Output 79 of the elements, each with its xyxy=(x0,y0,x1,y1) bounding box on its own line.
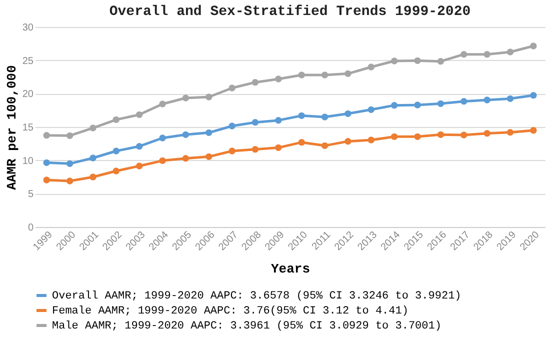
point xyxy=(90,124,96,132)
point xyxy=(298,112,305,120)
point xyxy=(136,142,143,150)
point xyxy=(390,58,398,64)
point xyxy=(460,50,468,58)
point xyxy=(228,84,236,92)
point xyxy=(43,176,50,184)
point xyxy=(275,76,282,82)
point xyxy=(182,154,190,162)
point xyxy=(159,134,166,142)
point xyxy=(275,116,282,124)
point xyxy=(298,138,305,146)
point xyxy=(368,106,374,114)
point xyxy=(182,94,190,102)
point xyxy=(228,148,236,154)
y-tick-label: 10 xyxy=(22,156,34,167)
point xyxy=(159,157,166,164)
point xyxy=(252,118,259,126)
point xyxy=(484,96,490,104)
y-tick-label: 5 xyxy=(28,189,34,200)
point xyxy=(390,133,398,140)
point xyxy=(344,138,352,145)
point xyxy=(414,57,421,64)
chart-title: Overall and Sex-Stratified Trends 1999-2020 xyxy=(109,4,471,20)
point xyxy=(484,130,490,137)
point xyxy=(344,70,352,78)
point xyxy=(437,131,444,138)
legend-label: Male AAMR; 1999-2020 AAPC: 3.3961 (95% CI 3.0929 to 3.7001) xyxy=(52,320,442,332)
y-tick-label: 15 xyxy=(22,122,34,134)
point xyxy=(530,126,537,134)
point xyxy=(530,42,537,50)
point xyxy=(414,133,421,140)
point xyxy=(321,114,328,120)
legend-label: Female AAMR; 1999-2020 AAPC: 3.76(95% CI 3.12 to 4.41) xyxy=(52,306,408,318)
point xyxy=(275,144,282,152)
point xyxy=(484,50,490,58)
point xyxy=(368,64,374,70)
point xyxy=(460,98,468,105)
point xyxy=(112,148,120,154)
point xyxy=(136,111,143,118)
point xyxy=(206,153,212,160)
point xyxy=(66,160,74,168)
y-axis-title: AAMR per 100,000 xyxy=(4,64,20,190)
point xyxy=(159,100,166,108)
point xyxy=(43,159,50,166)
point xyxy=(90,154,96,162)
point xyxy=(506,128,514,136)
point xyxy=(66,132,74,140)
legend-label: Overall AAMR; 1999-2020 AAPC: 3.6578 (95% CI 3.3246 to 3.9921) xyxy=(52,290,462,302)
point xyxy=(136,162,143,170)
y-tick-label: 30 xyxy=(22,22,34,34)
point xyxy=(43,132,50,139)
point xyxy=(298,72,305,78)
point xyxy=(506,95,514,102)
point xyxy=(206,94,212,100)
y-tick-label: 25 xyxy=(22,56,34,67)
point xyxy=(112,116,120,124)
x-axis-title: Years xyxy=(270,261,310,276)
point xyxy=(390,102,398,109)
point xyxy=(321,142,328,150)
point xyxy=(414,102,421,108)
point xyxy=(228,122,236,130)
point xyxy=(90,174,96,180)
point xyxy=(66,178,74,184)
point xyxy=(437,100,444,108)
point xyxy=(321,72,328,78)
y-tick-label: 0 xyxy=(28,222,34,234)
point xyxy=(506,48,514,56)
point xyxy=(252,146,259,153)
y-tick-label: 20 xyxy=(22,89,34,100)
point xyxy=(182,131,190,138)
point xyxy=(437,58,444,65)
point xyxy=(530,92,537,99)
point xyxy=(206,129,212,136)
point xyxy=(368,136,374,144)
point xyxy=(112,168,120,174)
point xyxy=(344,110,352,118)
point xyxy=(252,78,259,86)
point xyxy=(460,132,468,138)
